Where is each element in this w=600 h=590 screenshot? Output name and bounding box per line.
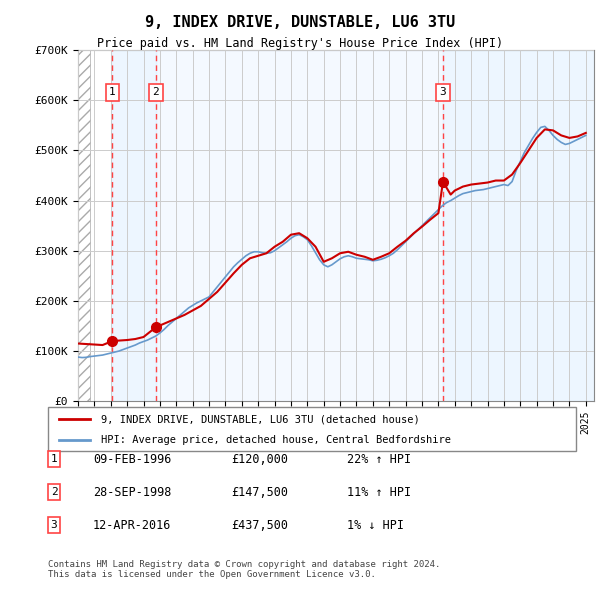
Text: 28-SEP-1998: 28-SEP-1998 — [93, 486, 172, 499]
Text: 1: 1 — [109, 87, 116, 97]
Text: 1: 1 — [50, 454, 58, 464]
Text: HPI: Average price, detached house, Central Bedfordshire: HPI: Average price, detached house, Cent… — [101, 435, 451, 445]
Text: 1% ↓ HPI: 1% ↓ HPI — [347, 519, 404, 532]
Text: Price paid vs. HM Land Registry's House Price Index (HPI): Price paid vs. HM Land Registry's House … — [97, 37, 503, 50]
Bar — [156, 50, 443, 401]
Text: £437,500: £437,500 — [231, 519, 288, 532]
Bar — [112, 50, 156, 401]
Text: 9, INDEX DRIVE, DUNSTABLE, LU6 3TU: 9, INDEX DRIVE, DUNSTABLE, LU6 3TU — [145, 15, 455, 30]
Text: Contains HM Land Registry data © Crown copyright and database right 2024.
This d: Contains HM Land Registry data © Crown c… — [48, 560, 440, 579]
Bar — [443, 50, 594, 401]
Text: £147,500: £147,500 — [231, 486, 288, 499]
Text: 2: 2 — [50, 487, 58, 497]
FancyBboxPatch shape — [48, 407, 576, 451]
Text: 3: 3 — [50, 520, 58, 530]
Text: 12-APR-2016: 12-APR-2016 — [93, 519, 172, 532]
Text: 9, INDEX DRIVE, DUNSTABLE, LU6 3TU (detached house): 9, INDEX DRIVE, DUNSTABLE, LU6 3TU (deta… — [101, 415, 419, 424]
Text: 22% ↑ HPI: 22% ↑ HPI — [347, 453, 411, 466]
Text: 09-FEB-1996: 09-FEB-1996 — [93, 453, 172, 466]
Text: £120,000: £120,000 — [231, 453, 288, 466]
Text: 2: 2 — [152, 87, 159, 97]
Text: 3: 3 — [440, 87, 446, 97]
Text: 11% ↑ HPI: 11% ↑ HPI — [347, 486, 411, 499]
